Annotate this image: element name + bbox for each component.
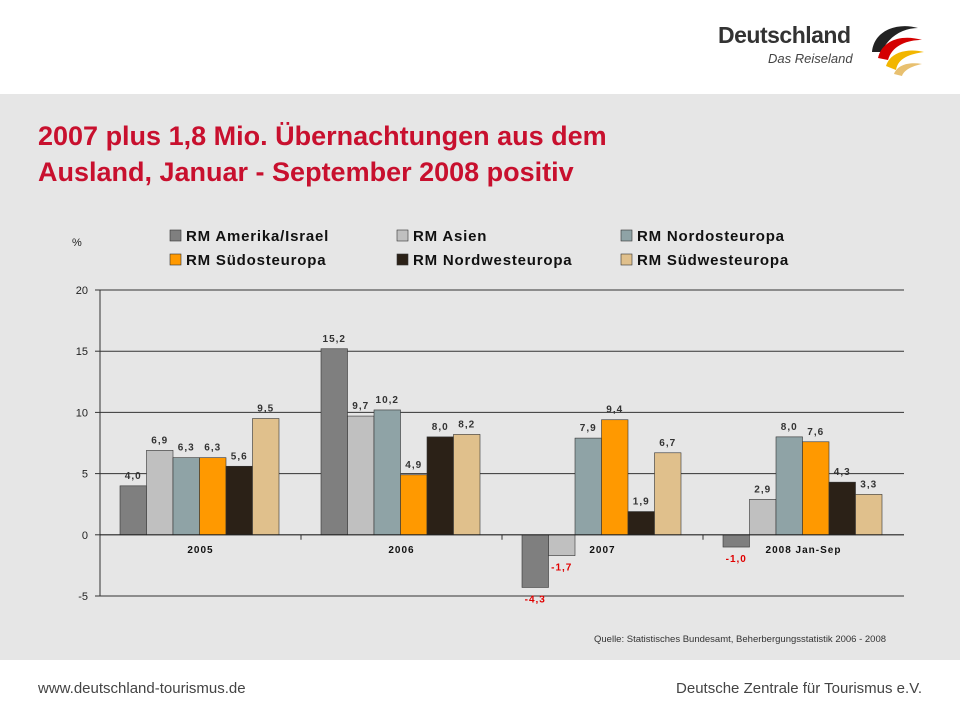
logo-swoosh-icon — [872, 26, 924, 76]
bar-1-1 — [347, 415, 375, 536]
data-label-2-4: 1,9 — [633, 497, 650, 508]
y-tick-label: 0 — [82, 530, 88, 542]
data-label-1-0: 15,2 — [323, 334, 346, 345]
bar-1-3 — [400, 474, 428, 536]
legend-swatch-4 — [396, 253, 409, 266]
footer-website-link[interactable]: www.deutschland-tourismus.de — [38, 680, 246, 697]
y-tick-label: 10 — [76, 407, 88, 419]
data-label-0-4: 5,6 — [231, 451, 248, 462]
bar-3-4 — [828, 481, 856, 536]
bar-3-3 — [802, 441, 830, 536]
bar-2-2 — [574, 437, 602, 536]
data-label-3-0: -1,0 — [726, 554, 747, 565]
x-tick-label: 2007 — [589, 545, 615, 556]
legend-swatch-2 — [620, 229, 633, 242]
y-tick-label: 5 — [82, 469, 88, 481]
data-label-0-3: 6,3 — [204, 443, 221, 454]
slide-title-line-1: 2007 plus 1,8 Mio. Übernachtungen aus de… — [38, 121, 607, 151]
data-label-2-1: -1,7 — [551, 563, 572, 574]
data-label-0-1: 6,9 — [151, 435, 168, 446]
legend-label-0: RM Amerika/Israel — [186, 228, 329, 245]
legend-swatch-3 — [169, 253, 182, 266]
legend-label-2: RM Nordosteuropa — [637, 228, 785, 245]
data-label-3-1: 2,9 — [754, 484, 771, 495]
x-tick-label: 2006 — [388, 545, 414, 556]
y-tick-label: 15 — [76, 346, 88, 358]
legend-label-5: RM Südwesteuropa — [637, 252, 789, 269]
bar-3-1 — [749, 499, 777, 536]
bar-2-1 — [548, 534, 576, 556]
grid-lines — [100, 289, 904, 597]
data-label-2-0: -4,3 — [525, 594, 546, 605]
source-note: Quelle: Statistisches Bundesamt, Beherbe… — [594, 634, 887, 645]
data-label-0-0: 4,0 — [125, 471, 142, 482]
bar-3-2 — [775, 436, 803, 536]
bar-0-3 — [199, 457, 227, 536]
bar-2-0 — [521, 534, 549, 588]
logo-title: Deutschland — [718, 22, 851, 48]
data-label-2-5: 6,7 — [659, 438, 676, 449]
bar-0-2 — [172, 457, 200, 536]
legend-label-3: RM Südosteuropa — [186, 252, 326, 269]
data-label-1-3: 4,9 — [405, 460, 422, 471]
legend-swatch-5 — [620, 253, 633, 266]
bar-0-1 — [146, 450, 174, 536]
data-label-1-5: 8,2 — [458, 419, 475, 430]
slide-title: 2007 plus 1,8 Mio. Übernachtungen aus de… — [38, 118, 918, 190]
x-tick-label: 2005 — [187, 545, 213, 556]
data-label-1-4: 8,0 — [432, 422, 449, 433]
data-label-3-3: 7,6 — [807, 427, 824, 438]
bar-1-2 — [373, 409, 401, 536]
slide-title-line-2: Ausland, Januar - September 2008 positiv — [38, 157, 574, 187]
bar-0-0 — [119, 485, 147, 536]
bar-0-4 — [225, 465, 253, 536]
bar-2-4 — [627, 511, 655, 536]
footer-organization: Deutsche Zentrale für Tourismus e.V. — [676, 680, 922, 697]
data-label-0-5: 9,5 — [257, 404, 274, 415]
legend-swatch-0 — [169, 229, 182, 242]
data-label-0-2: 6,3 — [178, 443, 195, 454]
data-label-3-2: 8,0 — [781, 422, 798, 433]
bars — [119, 348, 883, 588]
y-axis-label: % — [72, 237, 82, 249]
bar-1-5 — [453, 434, 481, 536]
data-label-1-2: 10,2 — [376, 395, 399, 406]
bar-0-5 — [252, 418, 280, 536]
legend: RM Amerika/Israel RM Asien RM Nordosteurop… — [169, 228, 789, 269]
data-labels: 4,0 6,9 6,3 6,3 5,6 9,5 15,2 9,7 10,2 4,9 8,0 8,2 -4… — [125, 334, 877, 606]
bar-2-5 — [654, 452, 682, 536]
bar-3-5 — [855, 494, 883, 536]
bar-chart: 4,0 6,9 6,3 6,3 5,6 9,5 15,2 9,7 10,2 4,9 8,0 8,2 -4… — [72, 228, 904, 606]
x-tick-label: 2008 Jan-Sep — [766, 545, 842, 556]
legend-swatch-1 — [396, 229, 409, 242]
axes: 20 15 10 5 0 -5% 2005 2006 2007 2008 Jan-Sep — [72, 237, 904, 603]
bar-1-0 — [320, 348, 348, 536]
bar-2-3 — [601, 419, 629, 536]
footer-band — [0, 660, 960, 720]
bar-3-0 — [722, 534, 750, 548]
legend-label-1: RM Asien — [413, 228, 487, 245]
content-band — [0, 94, 960, 660]
data-label-2-3: 9,4 — [606, 405, 623, 416]
y-tick-label: -5 — [78, 591, 88, 603]
header-band — [0, 0, 960, 94]
y-tick-label: 20 — [76, 285, 88, 297]
legend-label-4: RM Nordwesteuropa — [413, 252, 572, 269]
deutschland-logo[interactable]: Deutschland Das Reiseland — [714, 18, 934, 78]
data-label-1-1: 9,7 — [352, 401, 369, 412]
data-label-3-5: 3,3 — [860, 479, 877, 490]
data-label-3-4: 4,3 — [834, 467, 851, 478]
bar-1-4 — [426, 436, 454, 536]
data-label-2-2: 7,9 — [580, 423, 597, 434]
logo-subtitle: Das Reiseland — [768, 51, 853, 66]
